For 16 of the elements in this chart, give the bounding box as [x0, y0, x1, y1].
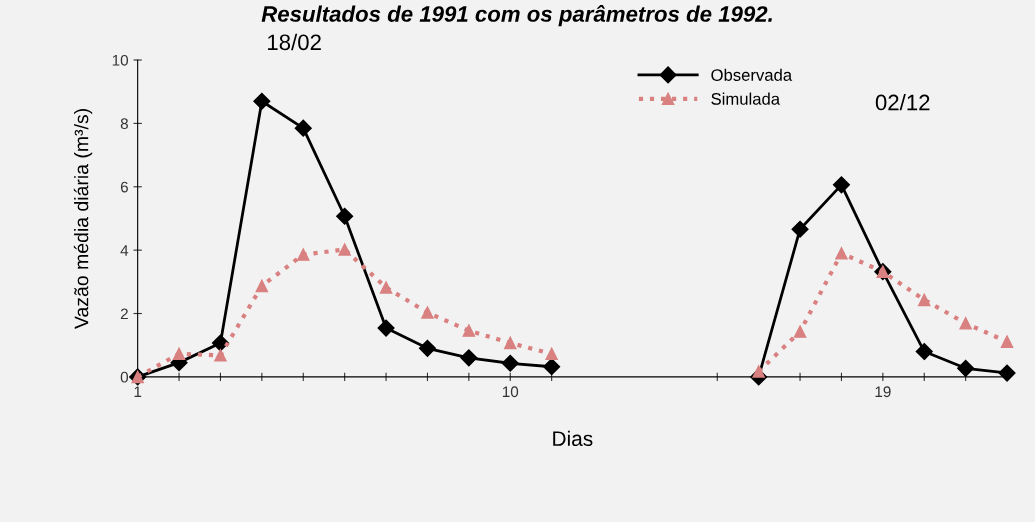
annotation: 02/12 [875, 94, 930, 111]
y-tick-label: 6 [120, 181, 128, 193]
legend-label: Observada [711, 68, 793, 81]
y-tick-label: 4 [120, 245, 129, 256]
y-tick-label: 10 [112, 54, 129, 66]
text: 18/02 [268, 33, 321, 51]
x-tick-label: 19 [875, 386, 891, 398]
chart-title: Resultados de 1991 com os parâmetros de 1992. [261, 5, 772, 27]
legend-label: Simulada [711, 92, 781, 105]
y-tick-label: 2 [120, 308, 128, 320]
x-axis-title: Dias [553, 430, 593, 447]
y-axis-title: Vazão média diária (m³/s) [73, 109, 93, 329]
y-tick-label: 8 [120, 118, 128, 130]
y-tick-label: 0 [120, 371, 129, 383]
x-tick-label: 10 [502, 386, 519, 398]
x-tick-label: 1 [134, 386, 142, 397]
